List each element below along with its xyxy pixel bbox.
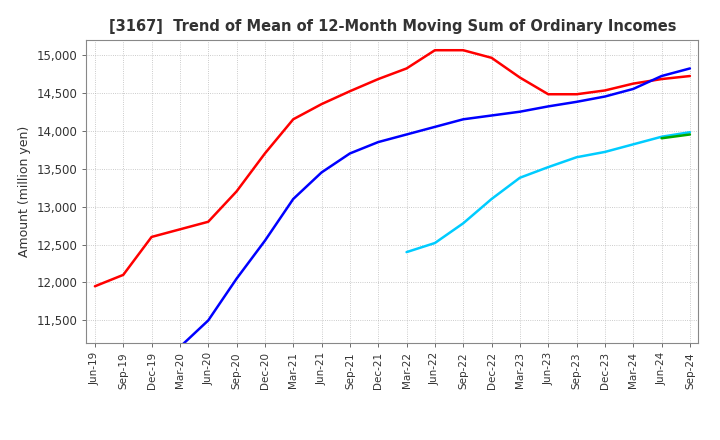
3 Years [148,235,156,240]
3 Years [346,88,354,94]
Line: 7 Years: 7 Years [407,132,690,252]
5 Years [374,139,382,145]
Line: 10 Years: 10 Years [662,135,690,138]
5 Years [657,73,666,79]
3 Years [233,189,241,194]
3 Years [516,75,524,80]
7 Years [544,165,552,170]
7 Years [487,196,496,202]
3 Years [318,102,326,107]
5 Years [346,151,354,156]
7 Years [600,149,609,154]
3 Years [685,73,694,79]
3 Years [374,77,382,82]
7 Years [459,220,467,226]
3 Years [289,117,297,122]
Line: 3 Years: 3 Years [95,50,690,286]
3 Years [91,284,99,289]
3 Years [572,92,581,97]
3 Years [600,88,609,93]
3 Years [629,81,637,86]
Title: [3167]  Trend of Mean of 12-Month Moving Sum of Ordinary Incomes: [3167] Trend of Mean of 12-Month Moving … [109,19,676,34]
7 Years [629,142,637,147]
5 Years [544,104,552,109]
10 Years [685,132,694,137]
Line: 5 Years: 5 Years [152,69,690,362]
5 Years [318,170,326,175]
5 Years [572,99,581,104]
3 Years [204,219,212,224]
5 Years [516,109,524,114]
3 Years [657,77,666,82]
3 Years [487,55,496,60]
5 Years [600,94,609,99]
3 Years [459,48,467,53]
7 Years [431,240,439,246]
5 Years [289,196,297,202]
5 Years [204,318,212,323]
3 Years [119,272,127,278]
7 Years [685,129,694,135]
7 Years [657,134,666,139]
5 Years [176,345,184,350]
10 Years [657,136,666,141]
3 Years [544,92,552,97]
5 Years [685,66,694,71]
5 Years [431,124,439,129]
5 Years [233,276,241,281]
3 Years [431,48,439,53]
Y-axis label: Amount (million yen): Amount (million yen) [18,126,31,257]
3 Years [176,227,184,232]
7 Years [516,175,524,180]
5 Years [459,117,467,122]
3 Years [402,66,411,71]
5 Years [261,238,269,243]
3 Years [261,151,269,156]
7 Years [402,249,411,255]
5 Years [629,86,637,92]
5 Years [402,132,411,137]
5 Years [487,113,496,118]
5 Years [148,359,156,365]
7 Years [572,154,581,160]
